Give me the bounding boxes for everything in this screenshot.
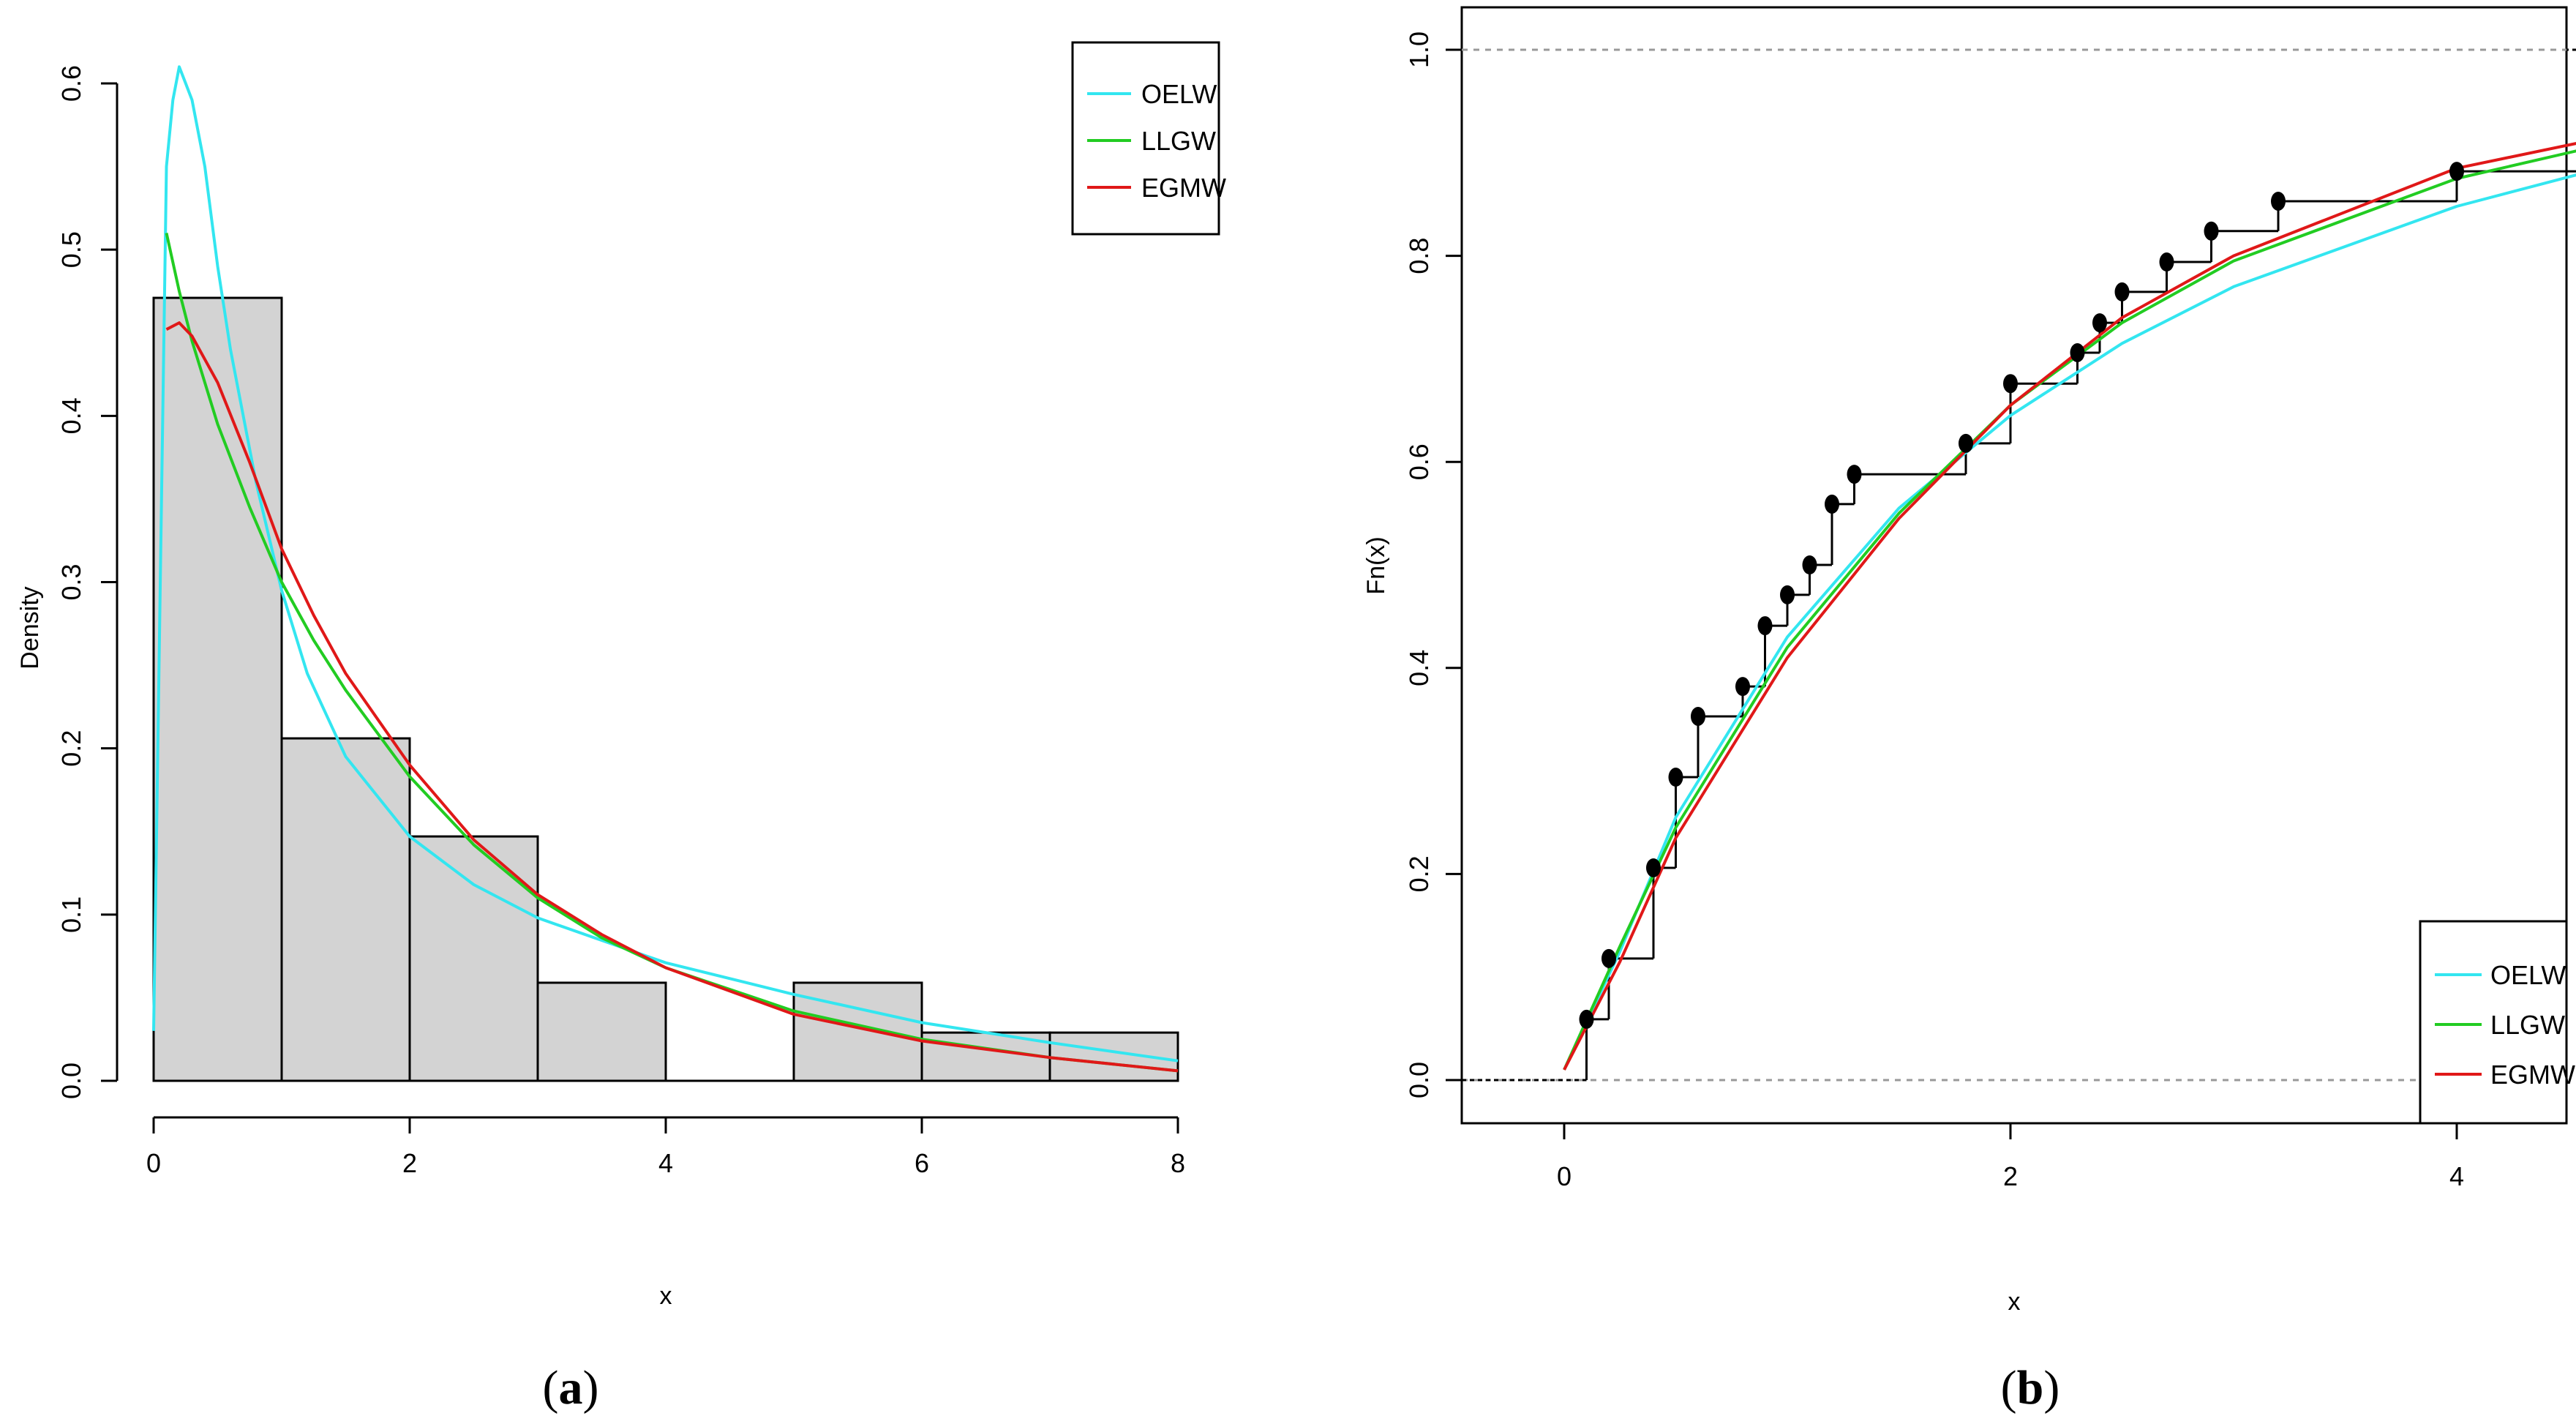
ecdf-point (1668, 768, 1683, 787)
y-axis-title: Density (16, 586, 44, 669)
legend-box (2419, 920, 2568, 1125)
caption-open: ( (543, 1361, 559, 1414)
x-axis-title: x (660, 1282, 672, 1310)
x-axis-title: x (2008, 1288, 2021, 1316)
histogram-bar (536, 981, 667, 1082)
density-curve-egmw (165, 321, 1179, 1073)
y-tick-label: 0.0 (1404, 1062, 1434, 1098)
caption-close: ) (2043, 1361, 2059, 1414)
ecdf-point (2070, 342, 2085, 362)
y-tick-label: 0.4 (1404, 650, 1434, 686)
cdf-curve-llgw (1563, 149, 2576, 1071)
histogram-bar (280, 737, 411, 1082)
ecdf-point (1757, 616, 1773, 636)
ecdf-point (1601, 948, 1616, 968)
y-axis-title: Fn(x) (1362, 536, 1390, 594)
caption-open: ( (2001, 1361, 2017, 1414)
caption-close: ) (583, 1361, 599, 1414)
ecdf-point (1802, 555, 1817, 574)
ecdf-point (2003, 374, 2018, 394)
ecdf-point (1825, 494, 1839, 514)
legend-label: OELW (1141, 79, 1217, 109)
ecdf-point (2092, 313, 2107, 333)
legend: OELW LLGW EGMW (1071, 41, 1226, 236)
x-tick-label: 2 (402, 1148, 417, 1178)
legend: OELW LLGW EGMW (2419, 920, 2575, 1125)
y-tick-label: 0.0 (56, 1063, 86, 1099)
density-curve-oelw (152, 65, 1179, 1063)
ecdf-point (1735, 677, 1750, 697)
histogram-bar (152, 296, 283, 1082)
y-tick-label: 0.8 (1404, 238, 1434, 274)
y-tick-label: 0.3 (56, 563, 86, 600)
x-tick-label: 4 (2449, 1161, 2464, 1191)
ecdf-point (1780, 585, 1795, 604)
x-tick-label: 0 (1557, 1161, 1571, 1191)
y-tick-label: 0.5 (56, 231, 86, 268)
ecdf-point (1646, 858, 1661, 877)
caption-b: (b) (2001, 1361, 2060, 1414)
legend-label: EGMW (2490, 1060, 2575, 1090)
ecdf-point (1959, 433, 1973, 453)
ecdf-point (1691, 706, 1705, 726)
y-tick-label: 0.2 (1404, 855, 1434, 892)
x-tick-label: 8 (1171, 1148, 1185, 1178)
legend-label: OELW (2490, 960, 2566, 990)
x-tick-label: 0 (146, 1148, 161, 1178)
ecdf-point (2159, 252, 2174, 272)
legend-box (1071, 41, 1220, 236)
ecdf-point (1579, 1009, 1594, 1029)
cdf-curve-oelw (1563, 173, 2576, 1071)
panel-b: 02468x0.00.20.40.60.81.0Fn(x)OELWLLGWEGM… (1362, 6, 2576, 1414)
legend-label: LLGW (1141, 126, 1216, 156)
caption-a: (a) (543, 1361, 599, 1414)
plot-frame (1460, 6, 2568, 1125)
legend-label: EGMW (1141, 173, 1226, 203)
x-tick-label: 6 (915, 1148, 929, 1178)
ecdf-point (2449, 162, 2464, 181)
y-tick-label: 0.6 (1404, 443, 1434, 480)
x-tick-label: 2 (2003, 1161, 2018, 1191)
y-tick-label: 1.0 (1404, 31, 1434, 68)
histogram-bar (408, 835, 539, 1082)
x-tick-label: 4 (658, 1148, 673, 1178)
ecdf-point (2204, 221, 2219, 241)
caption-letter: b (2017, 1361, 2044, 1414)
y-tick-label: 0.1 (56, 896, 86, 933)
density-curve-llgw (165, 232, 1179, 1073)
ecdf-point (1847, 465, 1862, 484)
y-tick-label: 0.6 (56, 65, 86, 102)
cdf-curve-egmw (1563, 142, 2576, 1071)
ecdf-point (2114, 282, 2130, 301)
legend-label: LLGW (2490, 1010, 2565, 1040)
y-tick-label: 0.4 (56, 397, 86, 434)
y-tick-label: 0.2 (56, 730, 86, 767)
caption-letter: a (559, 1361, 583, 1414)
panel-a: 0 2 4 6 8 x 0.0 0.1 0.2 0.3 0.4 0.5 0.6 Density OELW LL… (16, 41, 1226, 1414)
ecdf-point (2271, 191, 2286, 211)
